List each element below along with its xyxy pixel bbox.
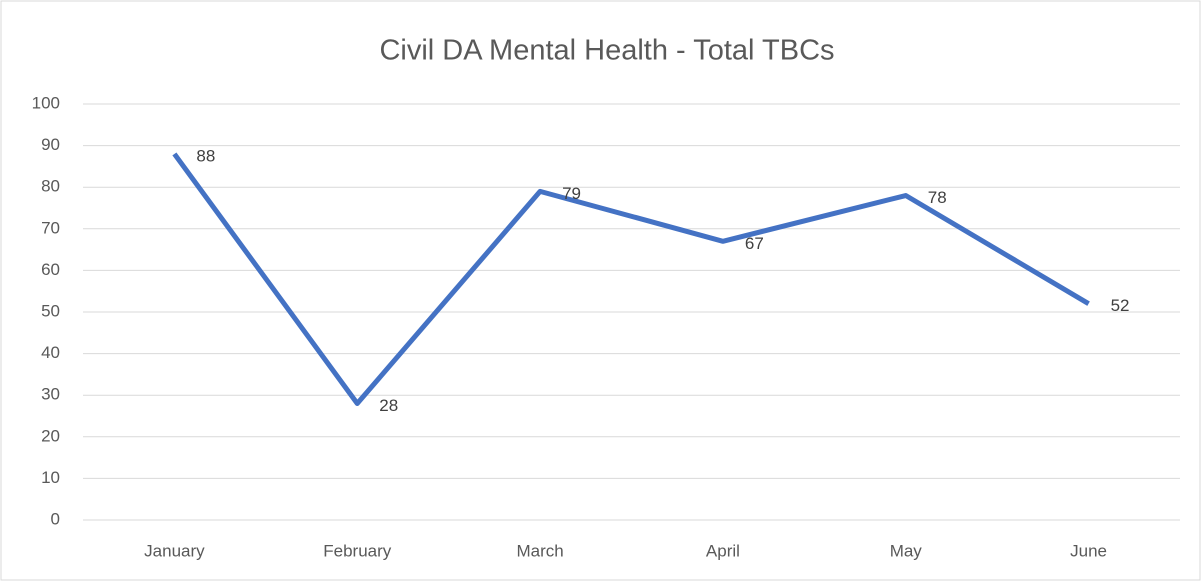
x-tick-label: March (516, 541, 563, 560)
y-tick-label: 90 (41, 135, 60, 154)
data-label: 52 (1111, 296, 1130, 315)
x-tick-label: February (323, 541, 392, 560)
data-label: 78 (928, 188, 947, 207)
data-label: 28 (379, 396, 398, 415)
y-tick-label: 100 (32, 93, 60, 112)
x-tick-label: January (144, 541, 205, 560)
y-tick-label: 0 (51, 509, 60, 528)
y-tick-label: 80 (41, 177, 60, 196)
x-tick-label: April (706, 541, 740, 560)
data-label: 79 (562, 184, 581, 203)
line (172, 152, 1090, 407)
y-tick-label: 70 (41, 218, 60, 237)
y-tick-label: 10 (41, 468, 60, 487)
x-tick-label: May (890, 541, 923, 560)
chart-title: Civil DA Mental Health - Total TBCs (379, 35, 834, 67)
y-tick-label: 50 (41, 301, 60, 320)
y-tick-label: 30 (41, 385, 60, 404)
data-label: 88 (196, 146, 215, 165)
y-tick-label: 40 (41, 343, 60, 362)
y-tick-label: 20 (41, 426, 60, 445)
data-label: 67 (745, 234, 764, 253)
y-tick-label: 60 (41, 260, 60, 279)
x-tick-label: June (1070, 541, 1107, 560)
